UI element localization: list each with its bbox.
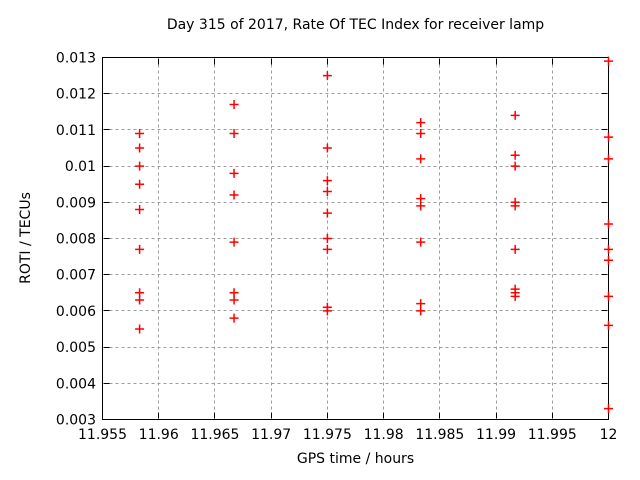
data-point-marker (604, 320, 613, 330)
y-tick-label: 0.006 (56, 304, 96, 320)
y-tick-label: 0.013 (56, 51, 96, 67)
data-point-marker (322, 208, 332, 218)
y-tick-label: 0.012 (56, 87, 96, 103)
data-point-marker (322, 244, 332, 254)
data-point-marker (135, 129, 145, 139)
x-tick-label: 11.985 (415, 427, 464, 443)
data-point-marker (416, 154, 426, 164)
data-point-marker (229, 237, 239, 247)
data-point-marker (135, 205, 145, 215)
data-point-marker (510, 161, 520, 171)
x-tick-label: 11.975 (303, 427, 352, 443)
data-point-marker (322, 306, 332, 316)
data-point-marker (604, 219, 613, 229)
data-point-marker (510, 150, 520, 160)
x-axis-title: GPS time / hours (296, 451, 415, 467)
plot-border (102, 57, 609, 420)
y-tick-label: 0.011 (56, 123, 96, 139)
y-tick-label: 0.008 (56, 232, 96, 248)
y-tick-label: 0.003 (56, 413, 96, 429)
data-point-marker (510, 110, 520, 120)
data-point-marker (322, 71, 332, 81)
data-point-marker (604, 56, 613, 66)
y-tick-label: 0.004 (56, 376, 96, 392)
chart-title: Day 315 of 2017, Rate Of TEC Index for r… (166, 17, 545, 33)
y-tick-label: 0.005 (56, 340, 96, 356)
data-point-marker (604, 291, 613, 301)
data-point-marker (322, 176, 332, 186)
data-point-marker (135, 244, 145, 254)
data-point-marker (510, 244, 520, 254)
data-point-marker (135, 161, 145, 171)
x-tick-label: 11.96 (139, 427, 179, 443)
data-point-marker (510, 201, 520, 211)
x-tick-label: 12 (600, 427, 618, 443)
data-point-marker (322, 143, 332, 153)
data-point-marker (604, 132, 613, 142)
y-tick-label: 0.01 (65, 159, 96, 175)
data-point-marker (229, 100, 239, 110)
data-point-marker (416, 306, 426, 316)
data-point-marker (135, 179, 145, 189)
data-point-marker (604, 244, 613, 254)
x-tick-label: 11.955 (78, 427, 127, 443)
data-point-marker (416, 201, 426, 211)
data-point-marker (135, 324, 145, 334)
data-point-marker (229, 168, 239, 178)
x-tick-label: 11.97 (251, 427, 291, 443)
data-point-marker (604, 255, 613, 265)
x-tick-label: 11.995 (528, 427, 577, 443)
data-point-marker (135, 143, 145, 153)
x-tick-label: 11.965 (190, 427, 239, 443)
x-tick-label: 11.99 (476, 427, 516, 443)
data-point-marker (416, 118, 426, 128)
data-point-marker (604, 154, 613, 164)
y-tick-label: 0.007 (56, 268, 96, 284)
data-point-marker (229, 295, 239, 305)
data-point-marker (604, 404, 613, 414)
data-point-marker (135, 295, 145, 305)
data-point-marker (510, 291, 520, 301)
data-point-marker (416, 237, 426, 247)
data-point-marker (416, 129, 426, 139)
data-point-marker (322, 186, 332, 196)
data-point-marker (229, 129, 239, 139)
x-tick-label: 11.98 (364, 427, 404, 443)
data-point-marker (229, 313, 239, 323)
data-point-marker (229, 190, 239, 200)
data-point-marker (322, 234, 332, 243)
y-tick-label: 0.009 (56, 195, 96, 211)
